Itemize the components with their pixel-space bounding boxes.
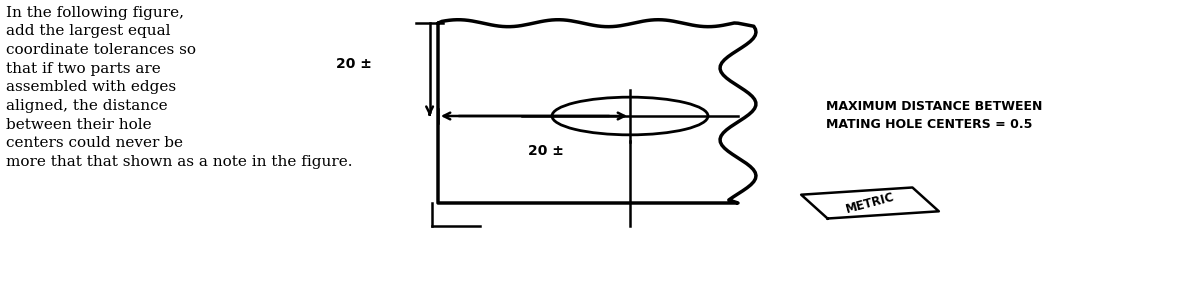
Text: METRIC: METRIC	[844, 190, 896, 216]
Text: 20 ±: 20 ±	[336, 57, 372, 71]
Text: MAXIMUM DISTANCE BETWEEN
MATING HOLE CENTERS = 0.5: MAXIMUM DISTANCE BETWEEN MATING HOLE CEN…	[826, 101, 1042, 131]
Text: 20 ±: 20 ±	[528, 144, 564, 158]
Text: In the following figure,
add the largest equal
coordinate tolerances so
that if : In the following figure, add the largest…	[6, 6, 353, 169]
